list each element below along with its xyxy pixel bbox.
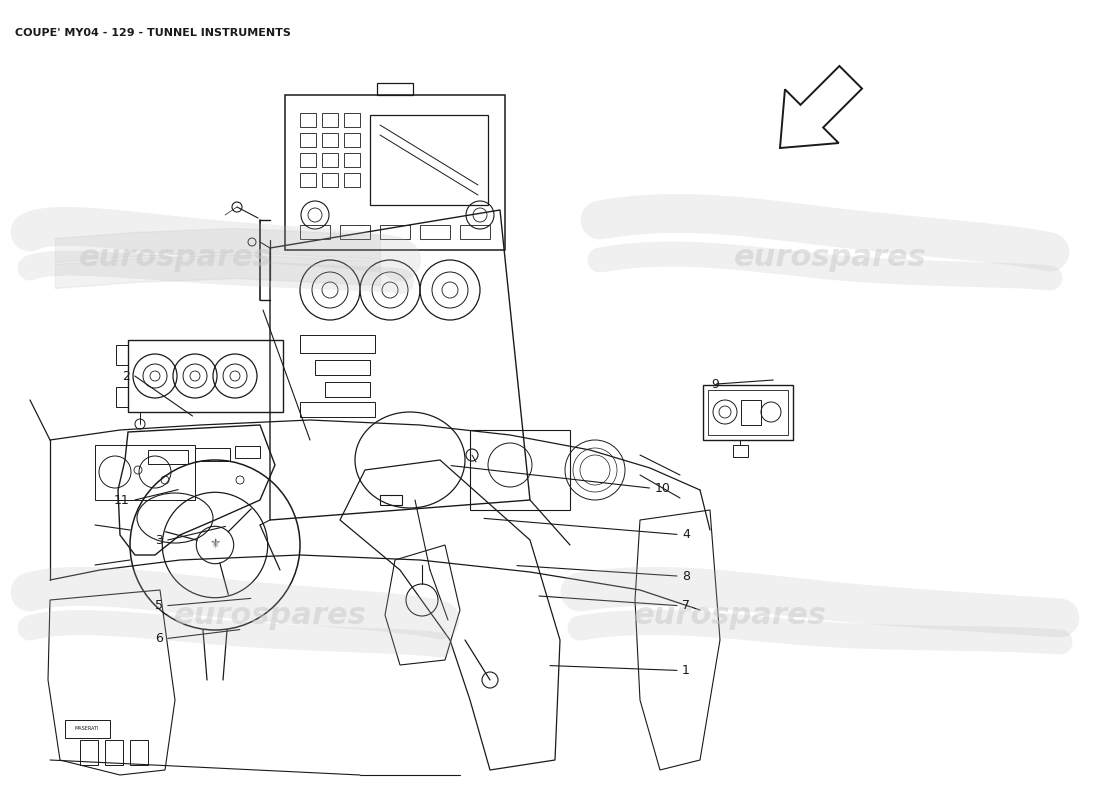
- Text: 3: 3: [155, 534, 163, 546]
- Bar: [104, 740, 123, 765]
- Text: 10: 10: [654, 482, 670, 494]
- Bar: [322, 113, 338, 127]
- Bar: [377, 83, 412, 95]
- Text: 7: 7: [682, 599, 690, 612]
- Bar: [116, 387, 128, 407]
- Bar: [65, 720, 110, 738]
- Text: 2: 2: [122, 370, 130, 382]
- Bar: [300, 173, 316, 187]
- Bar: [322, 173, 338, 187]
- Bar: [370, 115, 488, 205]
- Bar: [741, 400, 761, 425]
- Bar: [420, 225, 450, 239]
- Bar: [116, 345, 128, 365]
- Bar: [95, 445, 195, 500]
- Text: MASERATI: MASERATI: [75, 726, 99, 731]
- Bar: [300, 113, 316, 127]
- Text: ⚜: ⚜: [209, 538, 221, 551]
- Bar: [300, 133, 316, 147]
- Text: eurospares: eurospares: [734, 243, 926, 273]
- Bar: [460, 225, 490, 239]
- Bar: [300, 402, 375, 417]
- Bar: [379, 495, 401, 505]
- Bar: [344, 113, 360, 127]
- Bar: [344, 133, 360, 147]
- Bar: [315, 360, 370, 375]
- Bar: [733, 445, 748, 457]
- Bar: [300, 335, 375, 353]
- Text: eurospares: eurospares: [78, 243, 272, 273]
- Text: 5: 5: [155, 599, 163, 612]
- Bar: [300, 225, 330, 239]
- Bar: [470, 430, 570, 510]
- Bar: [708, 390, 788, 435]
- Bar: [379, 225, 410, 239]
- Bar: [128, 340, 283, 412]
- Text: 9: 9: [712, 378, 719, 390]
- Text: COUPE' MY04 - 129 - TUNNEL INSTRUMENTS: COUPE' MY04 - 129 - TUNNEL INSTRUMENTS: [15, 28, 290, 38]
- Bar: [322, 153, 338, 167]
- Text: 8: 8: [682, 570, 690, 582]
- Text: 6: 6: [155, 632, 163, 645]
- Bar: [322, 133, 338, 147]
- Text: 1: 1: [682, 664, 690, 677]
- Bar: [344, 153, 360, 167]
- Bar: [130, 740, 148, 765]
- Text: eurospares: eurospares: [174, 601, 366, 630]
- Bar: [300, 153, 316, 167]
- Bar: [285, 95, 505, 250]
- Text: 11: 11: [114, 494, 130, 506]
- Bar: [195, 448, 230, 461]
- Bar: [80, 740, 98, 765]
- Bar: [324, 382, 370, 397]
- Bar: [344, 173, 360, 187]
- Bar: [703, 385, 793, 440]
- Text: 4: 4: [682, 528, 690, 541]
- Bar: [340, 225, 370, 239]
- Bar: [148, 450, 188, 464]
- Bar: [235, 446, 260, 458]
- Text: eurospares: eurospares: [634, 601, 826, 630]
